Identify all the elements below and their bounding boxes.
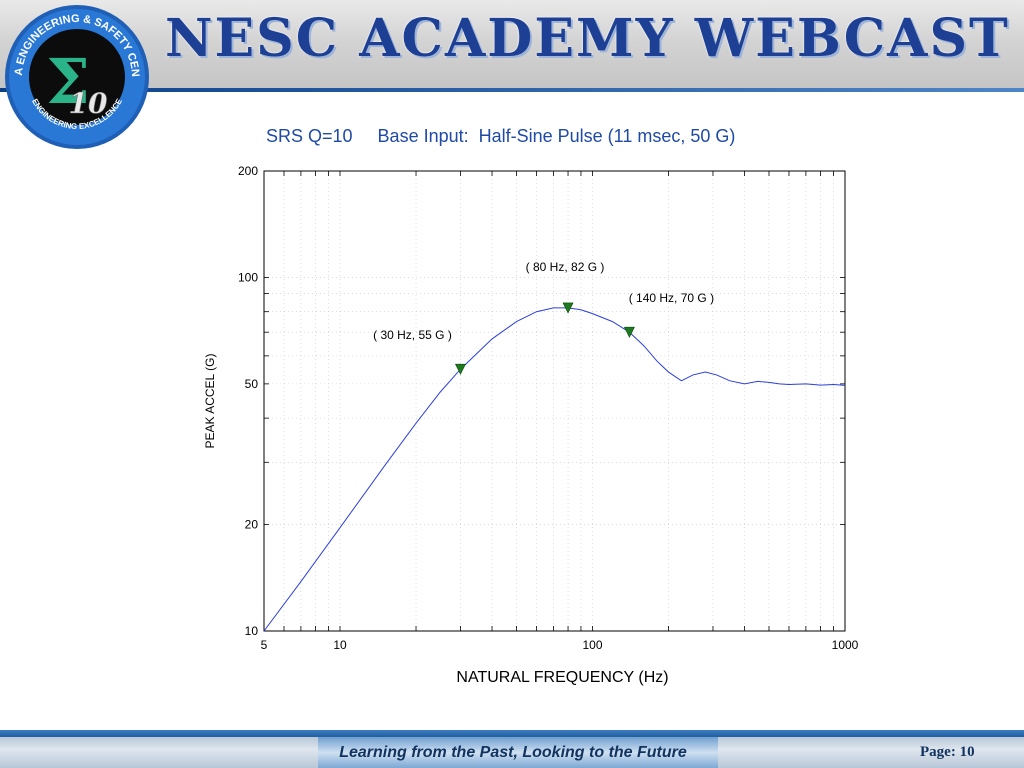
- grid: [264, 171, 845, 631]
- header-divider: [0, 88, 1024, 92]
- y-tick-label: 100: [238, 270, 258, 284]
- logo-number: 10: [69, 87, 108, 120]
- markers: ( 30 Hz, 55 G ) ( 80 Hz, 82 G ) ( 140 Hz, …: [373, 260, 714, 375]
- page-title: NESC ACADEMY WEBCAST: [165, 8, 1010, 69]
- footer-tagline: Learning from the Past, Looking to the F…: [339, 744, 687, 761]
- header-bar: [0, 0, 1024, 92]
- y-tick-label: 20: [245, 518, 259, 532]
- srs-curve: [263, 307, 846, 632]
- footer-tagline-band: [318, 737, 718, 768]
- peak-marker: [562, 302, 574, 314]
- y-axis-label: PEAK ACCEL (G): [203, 354, 217, 449]
- x-axis-label: NATURAL FREQUENCY (Hz): [456, 669, 668, 686]
- x-tick-label: 5: [261, 638, 268, 652]
- x-tick-label: 100: [582, 638, 602, 652]
- peak-marker: [623, 326, 635, 338]
- y-tick-label: 10: [245, 624, 259, 638]
- plot-frame: [263, 170, 846, 632]
- y-tick-label: 50: [245, 377, 259, 391]
- logo-sigma: Σ: [46, 45, 90, 118]
- page-number: Page: 10: [920, 744, 975, 760]
- annotation-label: ( 30 Hz, 55 G ): [373, 328, 452, 342]
- chart-title: SRS Q=10 Base Input: Half-Sine Pulse (11…: [266, 126, 736, 146]
- annotation-label: ( 80 Hz, 82 G ): [526, 260, 605, 274]
- nesc-logo: NASA ENGINEERING & SAFETY CENTER ENGINEE…: [0, 0, 149, 149]
- x-tick-label: 1000: [832, 638, 859, 652]
- annotation-label: ( 140 Hz, 70 G ): [629, 291, 714, 305]
- peak-marker: [454, 363, 466, 375]
- x-tick-label: 10: [333, 638, 347, 652]
- y-tick-label: 200: [238, 164, 258, 178]
